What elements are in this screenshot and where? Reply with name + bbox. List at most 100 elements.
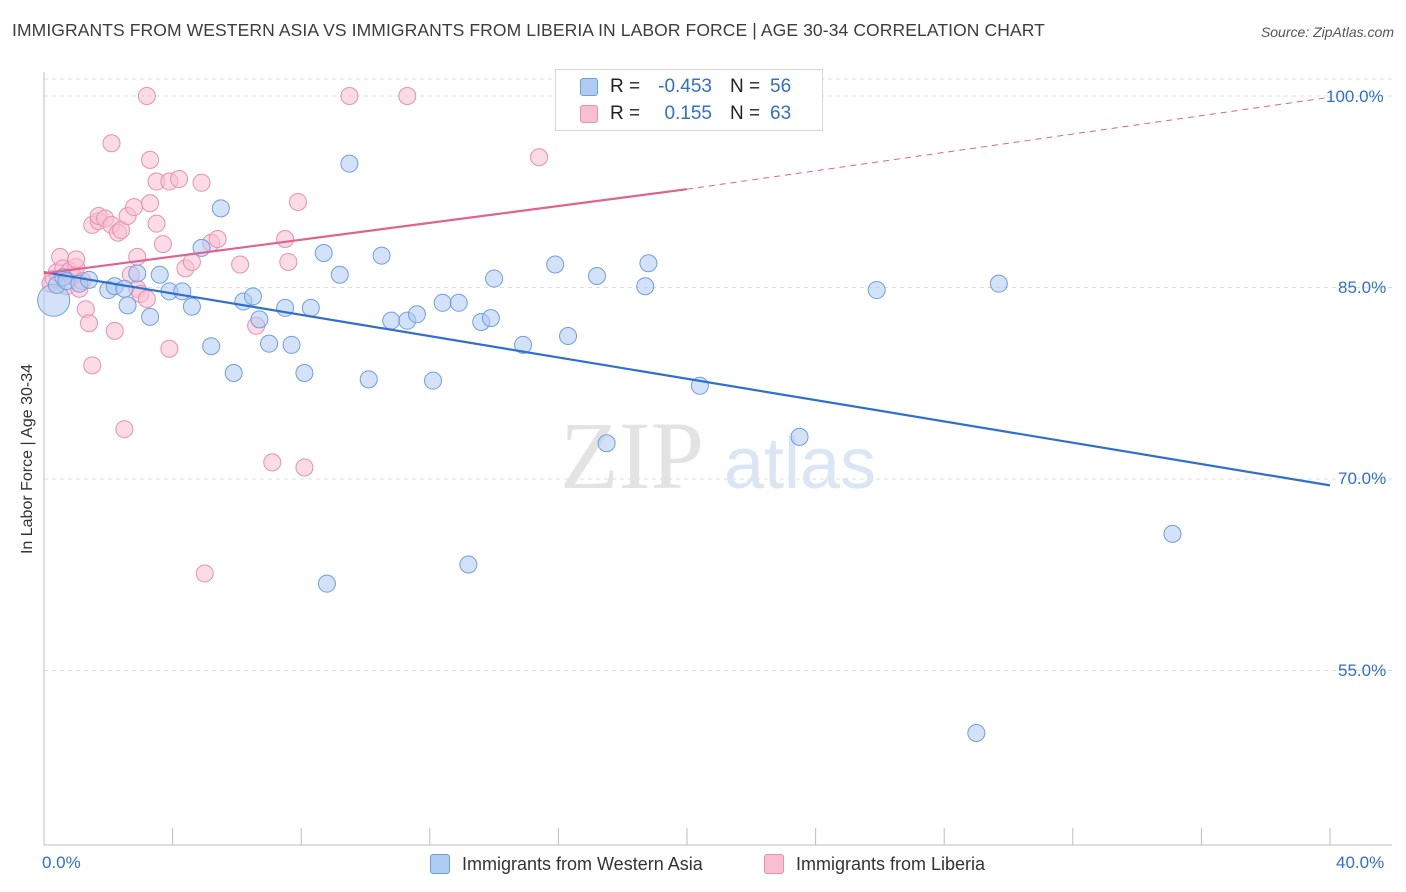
data-point — [137, 87, 156, 105]
legend-n-value: 63 — [770, 103, 792, 124]
data-point — [514, 335, 533, 354]
data-point — [141, 194, 160, 213]
data-point — [125, 198, 144, 217]
data-point — [137, 289, 156, 308]
y-tick-label-85: 85.0% — [1338, 278, 1387, 297]
legend-n-label: N = — [730, 103, 761, 124]
data-point — [67, 250, 86, 269]
data-point — [192, 173, 211, 192]
data-point — [153, 235, 172, 254]
legend-r-value: 0.155 — [664, 103, 712, 124]
data-point — [372, 246, 391, 265]
series-liberia-points — [41, 87, 549, 583]
data-point — [263, 453, 282, 472]
watermark: ZIP atlas — [560, 402, 876, 509]
data-point — [250, 310, 269, 329]
data-point — [80, 314, 99, 333]
data-point — [459, 555, 478, 574]
data-point — [173, 282, 192, 301]
data-point — [314, 244, 333, 263]
data-point — [989, 274, 1008, 293]
source-credit: Source: ZipAtlas.com — [1260, 24, 1394, 40]
data-point — [340, 154, 359, 173]
grid-layer — [44, 78, 1392, 671]
data-point — [282, 335, 301, 354]
data-point — [211, 199, 230, 218]
data-point — [195, 564, 214, 583]
data-point — [546, 255, 565, 274]
data-point — [288, 192, 307, 211]
bottom-legend-western-asia: Immigrants from Western Asia — [430, 852, 703, 876]
chart-title: IMMIGRANTS FROM WESTERN ASIA VS IMMIGRAN… — [12, 20, 1045, 40]
data-point — [530, 148, 549, 167]
data-point — [359, 370, 378, 389]
data-point — [597, 434, 616, 453]
axis-layer — [43, 72, 1392, 846]
data-point — [295, 364, 314, 383]
legend-r-label: R = — [610, 103, 641, 124]
data-point — [141, 150, 160, 169]
data-point — [224, 364, 243, 383]
data-point — [118, 296, 137, 315]
legend-row-liberia: R = 0.155 N = 63 — [580, 102, 791, 126]
data-point — [317, 574, 336, 593]
legend-n-label: N = — [730, 76, 761, 97]
legend-n-value: 56 — [770, 76, 792, 97]
legend-r-label: R = — [610, 76, 641, 97]
bottom-legend-label: Immigrants from Liberia — [796, 853, 986, 874]
data-point — [481, 309, 500, 328]
data-point — [485, 269, 504, 288]
data-point — [295, 458, 314, 477]
data-point — [160, 339, 179, 358]
data-point — [147, 214, 166, 233]
data-point — [449, 293, 468, 312]
data-point — [398, 87, 417, 105]
data-point — [790, 427, 809, 446]
bottom-legend-liberia: Immigrants from Liberia — [764, 852, 985, 876]
data-point — [330, 265, 349, 284]
legend-r-value: -0.453 — [658, 76, 712, 97]
data-point — [208, 229, 227, 248]
data-point — [407, 305, 426, 324]
data-point — [867, 281, 886, 300]
y-tick-label-55: 55.0% — [1338, 661, 1387, 680]
data-point — [1163, 524, 1182, 543]
data-point — [260, 334, 279, 353]
data-point — [141, 307, 160, 326]
data-point — [424, 371, 443, 390]
data-point — [202, 337, 221, 356]
bottom-legend-swatch-blue — [430, 854, 450, 874]
data-point — [340, 87, 359, 105]
data-point — [433, 293, 452, 312]
data-point — [150, 265, 169, 284]
data-point — [182, 297, 201, 316]
y-tick-label-100: 100.0% — [1326, 87, 1384, 106]
data-point — [231, 255, 250, 274]
trendline-western-asia — [43, 271, 1331, 487]
data-point — [636, 277, 655, 296]
bottom-legend-swatch-pink — [764, 854, 784, 874]
y-tick-label-70: 70.0% — [1338, 469, 1387, 488]
legend-swatch-pink — [580, 105, 598, 123]
x-tick-label-max: 40.0% — [1336, 853, 1385, 872]
series-western-asia-points — [37, 154, 1182, 743]
data-point — [967, 724, 986, 743]
x-tick-label-min: 0.0% — [42, 853, 81, 872]
bottom-legend-label: Immigrants from Western Asia — [462, 853, 703, 874]
y-axis-label: In Labor Force | Age 30-34 — [19, 363, 36, 555]
data-point — [276, 229, 295, 248]
data-point — [115, 420, 134, 439]
legend-swatch-blue — [580, 78, 598, 96]
data-point — [128, 264, 147, 283]
watermark-zip: ZIP — [560, 402, 704, 509]
data-point — [587, 267, 606, 286]
correlation-legend: R = -0.453 N = 56 R = 0.155 N = 63 — [555, 69, 823, 131]
data-point — [102, 134, 121, 153]
trendline-liberia-dashed — [686, 96, 1331, 190]
legend-row-western-asia: R = -0.453 N = 56 — [580, 75, 791, 99]
data-point — [301, 298, 320, 317]
data-point — [382, 311, 401, 330]
data-point — [83, 356, 102, 375]
data-point — [243, 287, 262, 306]
